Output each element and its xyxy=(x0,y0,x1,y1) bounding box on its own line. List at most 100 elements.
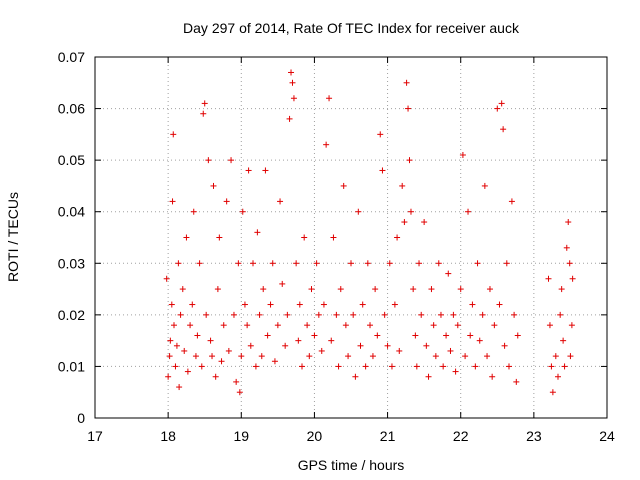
data-point xyxy=(403,79,410,86)
data-point xyxy=(301,234,308,241)
data-point xyxy=(467,332,474,339)
data-point xyxy=(407,208,414,215)
data-point xyxy=(260,286,267,293)
data-point xyxy=(418,311,425,318)
data-point xyxy=(286,115,293,122)
data-point xyxy=(241,301,248,308)
data-point xyxy=(247,342,254,349)
data-point xyxy=(205,157,212,164)
data-points xyxy=(163,69,576,396)
data-point xyxy=(494,105,501,112)
data-point xyxy=(326,95,333,102)
y-tick-label: 0.01 xyxy=(58,358,85,374)
x-tick-label: 22 xyxy=(453,428,469,444)
data-point xyxy=(311,332,318,339)
data-point xyxy=(514,332,521,339)
data-point xyxy=(170,131,177,138)
data-point xyxy=(293,260,300,267)
data-point xyxy=(505,363,512,370)
data-point xyxy=(176,384,183,391)
data-point xyxy=(396,347,403,354)
data-point xyxy=(355,208,362,215)
data-point xyxy=(333,311,340,318)
data-point xyxy=(345,353,352,360)
data-point xyxy=(214,286,221,293)
data-point xyxy=(313,260,320,267)
data-point xyxy=(184,368,191,375)
data-point xyxy=(386,260,393,267)
data-point xyxy=(348,260,354,267)
data-point xyxy=(421,219,428,226)
data-point xyxy=(209,353,216,360)
data-point xyxy=(501,342,508,349)
data-point xyxy=(425,373,432,380)
data-point xyxy=(284,311,291,318)
data-point xyxy=(567,353,574,360)
data-point xyxy=(359,301,366,308)
data-point xyxy=(554,373,561,380)
x-tick-labels: 17 18 19 20 21 22 23 24 xyxy=(87,428,615,444)
data-point xyxy=(244,322,251,329)
y-tick-label: 0.06 xyxy=(58,101,85,117)
data-point xyxy=(430,322,437,329)
y-tick-label: 0.03 xyxy=(58,255,85,271)
data-point xyxy=(437,311,444,318)
data-point xyxy=(484,353,491,360)
data-point xyxy=(169,198,176,205)
data-point xyxy=(233,378,240,385)
data-point xyxy=(298,363,305,370)
data-point xyxy=(548,363,555,370)
data-point xyxy=(264,332,271,339)
data-point xyxy=(491,322,498,329)
data-point xyxy=(258,353,265,360)
data-point xyxy=(328,337,335,344)
data-point xyxy=(239,208,246,215)
x-tick-label: 20 xyxy=(307,428,323,444)
data-point xyxy=(362,363,369,370)
data-point xyxy=(274,322,281,329)
data-point xyxy=(476,337,483,344)
data-point xyxy=(330,234,337,241)
x-tick-label: 19 xyxy=(233,428,249,444)
data-point xyxy=(489,373,496,380)
data-point xyxy=(568,322,575,329)
data-point xyxy=(306,353,313,360)
data-point xyxy=(218,358,225,365)
data-point xyxy=(288,69,295,76)
data-point xyxy=(179,286,186,293)
data-point xyxy=(342,322,349,329)
data-point xyxy=(374,332,381,339)
data-point xyxy=(423,342,430,349)
data-point xyxy=(399,182,406,189)
data-point xyxy=(201,100,208,107)
data-point xyxy=(295,337,302,344)
x-tick-label: 21 xyxy=(380,428,396,444)
y-tick-labels: 0 0.01 0.02 0.03 0.04 0.05 0.06 0.07 xyxy=(58,49,85,426)
y-tick-label: 0.02 xyxy=(58,307,85,323)
data-point xyxy=(249,260,256,267)
data-point xyxy=(569,275,576,282)
data-point xyxy=(394,234,401,241)
data-point xyxy=(486,286,493,293)
data-point xyxy=(277,198,284,205)
data-point xyxy=(235,260,242,267)
data-point xyxy=(381,311,388,318)
data-point xyxy=(167,337,174,344)
y-tick-label: 0 xyxy=(77,410,85,426)
data-point xyxy=(413,363,420,370)
data-point xyxy=(450,311,457,318)
data-point xyxy=(565,219,572,226)
x-tick-label: 18 xyxy=(160,428,176,444)
data-point xyxy=(545,275,552,282)
data-point xyxy=(223,198,230,205)
data-point xyxy=(228,157,235,164)
data-point xyxy=(511,311,518,318)
axis-ticks xyxy=(94,56,608,419)
data-point xyxy=(340,182,347,189)
data-point xyxy=(210,182,217,189)
y-tick-label: 0.05 xyxy=(58,152,85,168)
data-point xyxy=(192,353,199,360)
data-point xyxy=(503,260,510,267)
data-point xyxy=(352,373,359,380)
